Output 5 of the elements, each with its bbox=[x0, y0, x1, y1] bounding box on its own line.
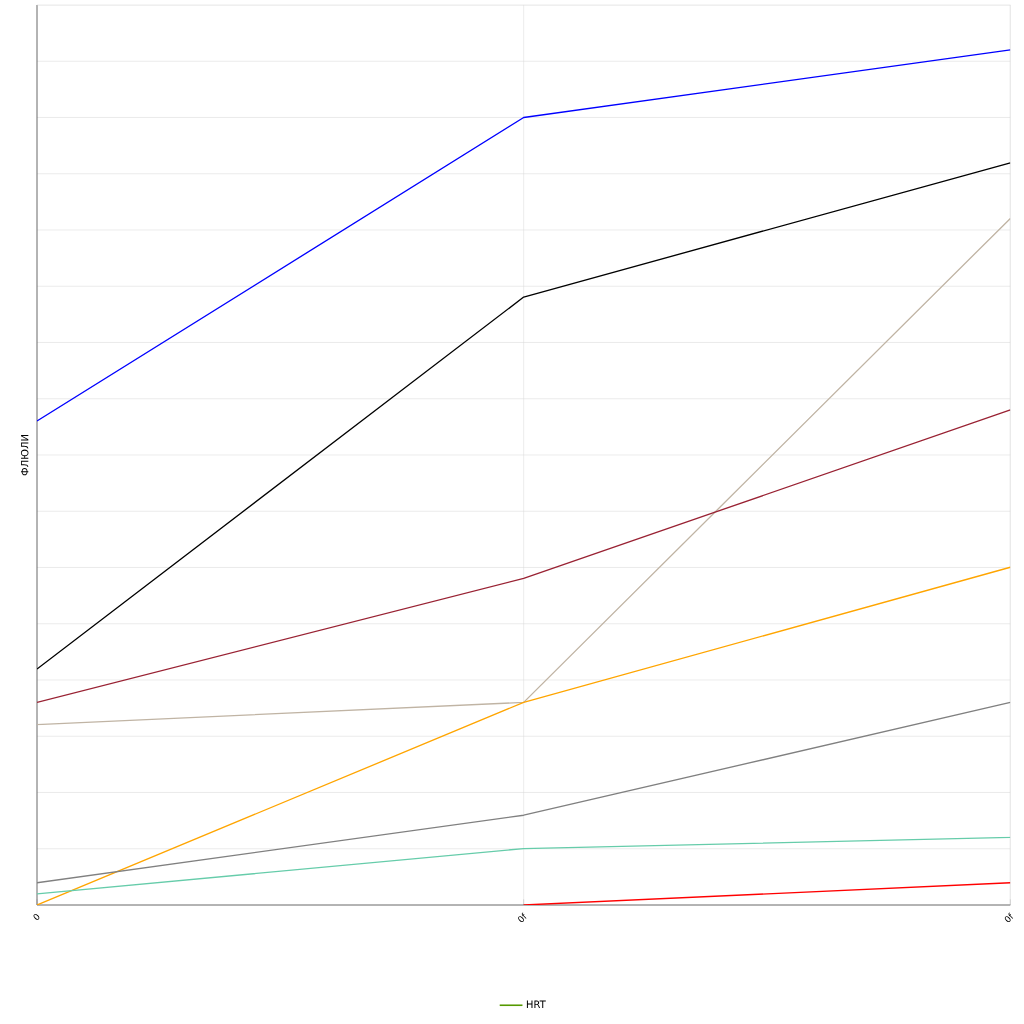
x-tick-label: 0f bbox=[1004, 912, 1014, 923]
x-tick-label: 0 bbox=[33, 913, 40, 920]
x-tick-label: 0f bbox=[518, 912, 527, 923]
legend-label: HRT bbox=[526, 1000, 546, 1008]
y-axis-title: ФЛЮЛИ bbox=[20, 435, 29, 476]
